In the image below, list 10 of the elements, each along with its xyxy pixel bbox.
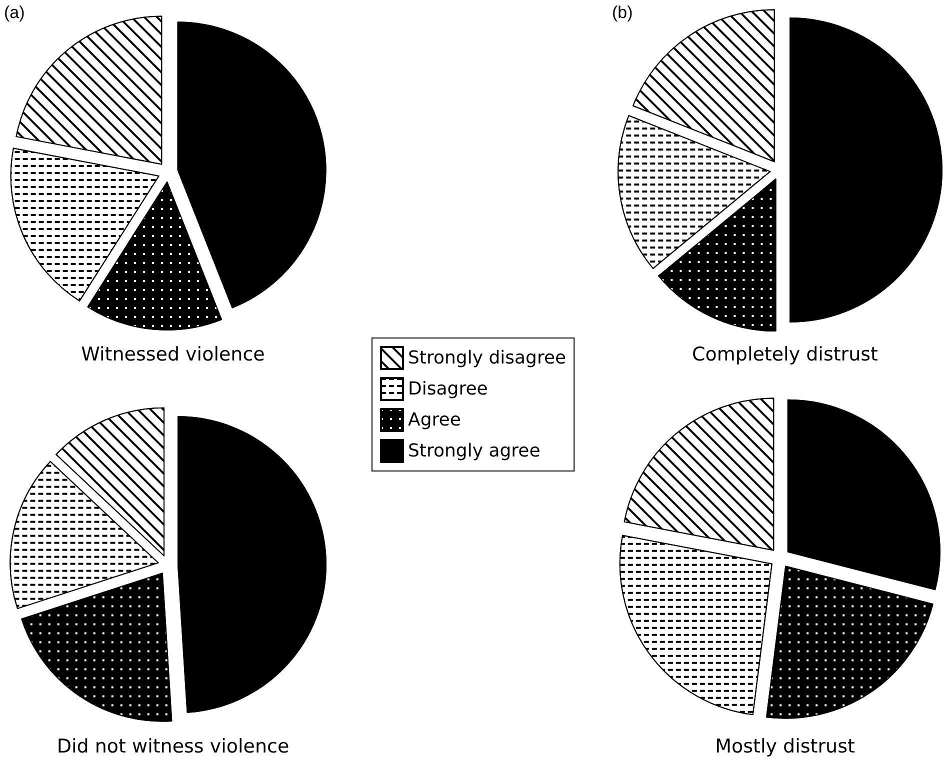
legend-label: Disagree <box>408 378 488 400</box>
text: Did not witness violence <box>56 736 290 758</box>
text: Completely distrust <box>692 344 878 366</box>
legend-label: Strongly disagree <box>408 348 566 368</box>
text: (a) <box>4 3 25 22</box>
text: Mostly distrust <box>715 736 855 758</box>
text: Witnessed violence <box>81 344 265 366</box>
text: (b) <box>612 3 633 22</box>
legend-label: Strongly agree <box>408 440 540 462</box>
legend-label: Agree <box>408 410 461 430</box>
